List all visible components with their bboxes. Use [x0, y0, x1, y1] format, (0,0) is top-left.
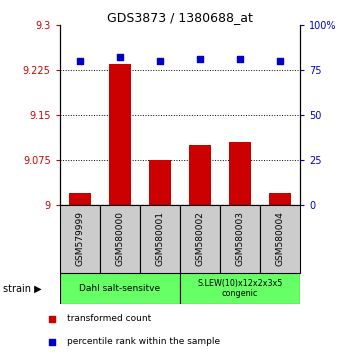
- Point: [237, 56, 243, 62]
- Text: GSM579999: GSM579999: [75, 211, 84, 267]
- Text: S.LEW(10)x12x2x3x5
congenic: S.LEW(10)x12x2x3x5 congenic: [197, 279, 283, 298]
- Bar: [60, 205, 100, 273]
- Bar: [220, 205, 260, 273]
- Title: GDS3873 / 1380688_at: GDS3873 / 1380688_at: [107, 11, 253, 24]
- Bar: [60, 273, 180, 304]
- Bar: [69, 193, 91, 205]
- Text: GSM580003: GSM580003: [236, 211, 244, 267]
- Bar: [229, 142, 251, 205]
- Bar: [260, 205, 300, 273]
- Text: GSM580002: GSM580002: [195, 211, 204, 267]
- Point: [77, 58, 83, 64]
- Text: GSM580000: GSM580000: [115, 211, 124, 267]
- Bar: [269, 193, 291, 205]
- Text: Dahl salt-sensitve: Dahl salt-sensitve: [79, 284, 160, 293]
- Text: GSM580004: GSM580004: [276, 211, 284, 267]
- Point: [197, 56, 203, 62]
- Point: [157, 58, 163, 64]
- Bar: [100, 205, 140, 273]
- Bar: [140, 205, 180, 273]
- Bar: [149, 160, 171, 205]
- Text: strain ▶: strain ▶: [3, 284, 42, 293]
- Bar: [109, 64, 131, 205]
- Bar: [189, 145, 211, 205]
- Point: [117, 55, 122, 60]
- Point: [277, 249, 282, 255]
- Point: [277, 58, 283, 64]
- Bar: [180, 205, 220, 273]
- Text: transformed count: transformed count: [67, 314, 151, 323]
- Text: percentile rank within the sample: percentile rank within the sample: [67, 337, 220, 347]
- Point: [277, 37, 282, 42]
- Text: GSM580001: GSM580001: [155, 211, 164, 267]
- Bar: [180, 273, 300, 304]
